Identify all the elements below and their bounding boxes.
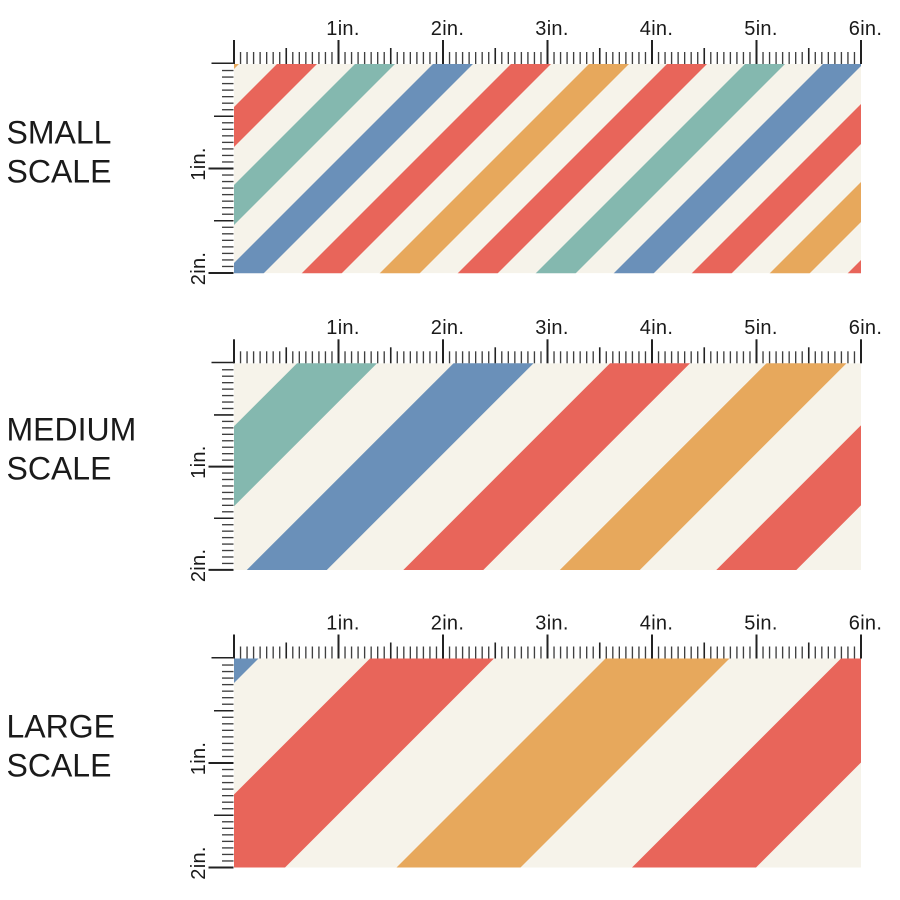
svg-text:1in.: 1in.	[188, 147, 210, 180]
svg-text:SMALL: SMALL	[7, 114, 112, 150]
svg-text:5in.: 5in.	[744, 18, 777, 40]
svg-text:3in.: 3in.	[535, 18, 568, 40]
svg-text:6in.: 6in.	[849, 18, 882, 40]
svg-text:5in.: 5in.	[744, 612, 777, 634]
svg-text:2in.: 2in.	[188, 252, 210, 285]
svg-text:3in.: 3in.	[535, 612, 568, 634]
svg-text:2in.: 2in.	[188, 549, 210, 582]
svg-text:1in.: 1in.	[326, 18, 359, 40]
svg-text:4in.: 4in.	[640, 612, 673, 634]
svg-text:6in.: 6in.	[849, 612, 882, 634]
svg-text:SCALE: SCALE	[7, 747, 112, 783]
svg-text:4in.: 4in.	[640, 18, 673, 40]
svg-text:SCALE: SCALE	[7, 450, 112, 486]
svg-text:2in.: 2in.	[431, 18, 464, 40]
svg-text:MEDIUM: MEDIUM	[7, 411, 137, 447]
svg-text:5in.: 5in.	[744, 317, 777, 339]
svg-text:1in.: 1in.	[188, 742, 210, 775]
svg-text:6in.: 6in.	[849, 317, 882, 339]
svg-text:LARGE: LARGE	[7, 708, 115, 744]
svg-text:SCALE: SCALE	[7, 153, 112, 189]
svg-text:1in.: 1in.	[188, 445, 210, 478]
svg-text:3in.: 3in.	[535, 317, 568, 339]
svg-text:1in.: 1in.	[326, 612, 359, 634]
svg-text:4in.: 4in.	[640, 317, 673, 339]
svg-text:1in.: 1in.	[326, 317, 359, 339]
svg-text:2in.: 2in.	[431, 612, 464, 634]
svg-text:2in.: 2in.	[188, 846, 210, 879]
svg-text:2in.: 2in.	[431, 317, 464, 339]
